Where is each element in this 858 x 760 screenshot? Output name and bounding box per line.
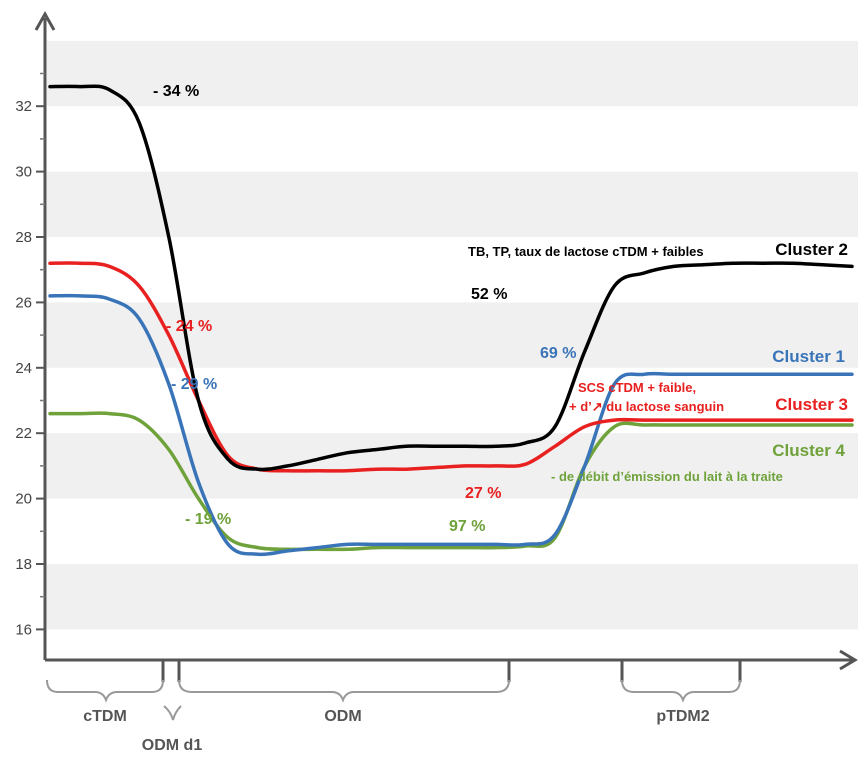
period-label-ctdm: cTDM	[83, 708, 127, 725]
y-tick-label: 24	[15, 360, 32, 377]
series-line-cluster-1	[48, 293, 854, 557]
series-label-cluster-2: Cluster 2	[775, 240, 848, 259]
x-tick-marks	[161, 660, 742, 682]
annotation-cluster1-rise: 69 %	[540, 345, 576, 362]
y-tick-label: 28	[15, 229, 32, 246]
period-brackets	[46, 679, 741, 721]
grid-band	[47, 564, 858, 630]
annotation-cluster3-drop: - 24 %	[166, 318, 212, 335]
grid-band	[47, 40, 858, 107]
y-tick-label: 32	[15, 98, 32, 115]
annotation-cluster2-rise: 52 %	[471, 286, 507, 303]
series-label-cluster-3: Cluster 3	[775, 395, 848, 414]
annotation-cluster1-drop: - 29 %	[171, 376, 217, 393]
series-layer	[48, 84, 854, 557]
annotation-cluster3-note-2: + d’↗ du lactose sanguin	[569, 399, 724, 414]
annotation-cluster3-rise: 27 %	[465, 485, 501, 502]
annotation-cluster3-note-1: SCS cTDM + faible,	[578, 380, 696, 395]
series-line-cluster-2	[48, 84, 854, 472]
annotation-cluster2-note: TB, TP, taux de lactose cTDM + faibles	[468, 244, 704, 259]
annotation-cluster2-drop: - 34 %	[153, 83, 199, 100]
y-tick-label: 30	[15, 164, 32, 181]
grid-band	[47, 171, 858, 237]
bracket-odm	[178, 679, 510, 703]
period-label-odm: ODM	[324, 708, 361, 725]
y-tick-label: 26	[15, 294, 32, 311]
y-tick-label: 16	[15, 621, 32, 638]
y-tick-label: 20	[15, 491, 32, 508]
series-label-cluster-4: Cluster 4	[772, 441, 845, 460]
bracket-ctdm	[46, 679, 164, 703]
period-label-ptdm2: pTDM2	[656, 708, 709, 725]
y-tick-label: 18	[15, 556, 32, 573]
annotation-cluster4-drop: - 19 %	[185, 511, 231, 528]
series-line-cluster-3	[48, 261, 854, 473]
bracket-odm-d1	[163, 705, 182, 721]
y-axis-arrow	[34, 10, 56, 31]
series-label-cluster-1: Cluster 1	[772, 347, 845, 366]
y-tick-label: 22	[15, 425, 32, 442]
period-label-odm-d1: ODM d1	[142, 737, 203, 754]
bracket-ptdm2	[621, 679, 741, 703]
annotations: - 34 % TB, TP, taux de lactose cTDM + fa…	[153, 83, 783, 535]
y-ticks: 16 18 20 22 24 26 28 30 32	[15, 72, 45, 638]
x-axis-arrow	[839, 649, 858, 671]
annotation-cluster4-rise: 97 %	[449, 518, 485, 535]
series-labels: Cluster 2 Cluster 1 Cluster 3 Cluster 4	[772, 240, 848, 460]
grid-bands	[47, 40, 858, 630]
annotation-cluster4-note: - de débit d’émission du lait à la trait…	[551, 469, 783, 484]
period-labels: cTDM ODM d1 ODM pTDM2	[83, 708, 710, 754]
series-line-cluster-4	[48, 411, 854, 552]
